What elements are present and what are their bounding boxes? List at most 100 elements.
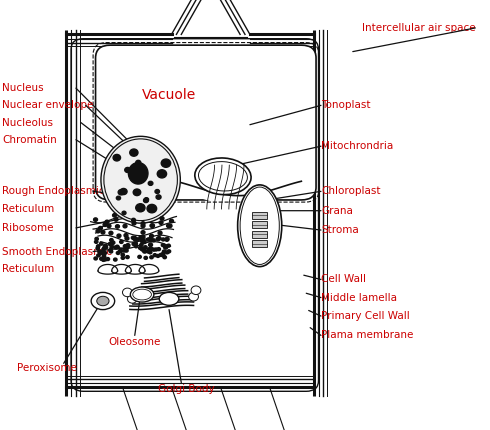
Circle shape <box>105 220 109 224</box>
Circle shape <box>150 224 154 227</box>
Circle shape <box>140 237 143 240</box>
Circle shape <box>140 243 143 246</box>
Circle shape <box>125 247 128 250</box>
Circle shape <box>161 159 171 167</box>
Circle shape <box>98 252 102 255</box>
Circle shape <box>144 198 148 203</box>
Circle shape <box>132 243 136 246</box>
Circle shape <box>133 189 141 196</box>
Circle shape <box>132 221 136 225</box>
Circle shape <box>139 175 144 179</box>
Circle shape <box>156 195 161 199</box>
Text: Reticulum: Reticulum <box>2 264 55 274</box>
Circle shape <box>116 196 121 200</box>
Circle shape <box>153 254 157 257</box>
Circle shape <box>96 230 100 233</box>
Circle shape <box>149 234 153 238</box>
Ellipse shape <box>159 292 179 305</box>
Circle shape <box>147 204 157 213</box>
Circle shape <box>99 242 103 245</box>
Circle shape <box>123 245 127 248</box>
Circle shape <box>150 256 153 259</box>
Circle shape <box>114 218 118 221</box>
Circle shape <box>141 222 145 225</box>
Circle shape <box>167 250 171 253</box>
Circle shape <box>144 250 147 253</box>
Circle shape <box>122 249 126 252</box>
Text: Reticulum: Reticulum <box>2 203 55 214</box>
Ellipse shape <box>195 158 251 195</box>
Ellipse shape <box>91 292 115 310</box>
Circle shape <box>141 239 145 243</box>
Text: Smooth Endoplasmic: Smooth Endoplasmic <box>2 246 112 257</box>
Circle shape <box>156 255 160 258</box>
Circle shape <box>189 292 198 301</box>
Circle shape <box>136 238 140 241</box>
Circle shape <box>139 246 142 249</box>
Circle shape <box>141 230 145 234</box>
Circle shape <box>155 190 160 194</box>
Circle shape <box>150 247 153 250</box>
Text: Chloroplast: Chloroplast <box>321 186 380 197</box>
Circle shape <box>149 238 153 242</box>
Circle shape <box>147 238 150 241</box>
Circle shape <box>127 295 137 303</box>
Circle shape <box>139 172 144 176</box>
Circle shape <box>110 246 113 249</box>
Circle shape <box>111 241 115 244</box>
Text: Tonoplast: Tonoplast <box>321 100 370 111</box>
Circle shape <box>141 235 145 239</box>
Circle shape <box>167 244 171 247</box>
Text: Golgi Body: Golgi Body <box>158 384 215 394</box>
Circle shape <box>126 255 129 258</box>
Circle shape <box>125 244 128 247</box>
Circle shape <box>97 245 100 248</box>
Circle shape <box>161 252 165 255</box>
Circle shape <box>168 224 172 227</box>
Circle shape <box>147 250 150 253</box>
Text: Primary Cell Wall: Primary Cell Wall <box>321 311 410 321</box>
Circle shape <box>152 248 155 251</box>
Circle shape <box>161 243 165 246</box>
Circle shape <box>107 224 111 227</box>
Circle shape <box>95 237 98 240</box>
Circle shape <box>103 244 107 248</box>
Circle shape <box>121 253 124 256</box>
Circle shape <box>161 254 165 257</box>
Circle shape <box>150 224 154 227</box>
Circle shape <box>109 249 112 252</box>
Circle shape <box>167 224 171 227</box>
Circle shape <box>160 217 164 220</box>
Circle shape <box>148 181 153 185</box>
Circle shape <box>98 250 101 253</box>
Circle shape <box>148 243 152 246</box>
Circle shape <box>96 247 99 250</box>
Circle shape <box>98 227 102 230</box>
Text: Intercellular air space: Intercellular air space <box>362 23 475 33</box>
Circle shape <box>125 237 129 240</box>
Circle shape <box>94 218 98 221</box>
Circle shape <box>136 160 141 165</box>
Bar <box>252 240 267 247</box>
Circle shape <box>114 246 118 249</box>
Circle shape <box>113 214 117 217</box>
Text: Mitochrondria: Mitochrondria <box>321 141 393 151</box>
Circle shape <box>162 238 165 241</box>
Circle shape <box>103 223 107 227</box>
Circle shape <box>109 231 113 235</box>
Circle shape <box>162 250 166 253</box>
Circle shape <box>158 231 162 235</box>
Circle shape <box>109 250 113 253</box>
Circle shape <box>165 238 169 241</box>
Circle shape <box>166 251 169 254</box>
Circle shape <box>110 239 113 242</box>
Text: Nuclear envelope: Nuclear envelope <box>2 100 94 111</box>
Circle shape <box>103 252 107 255</box>
Circle shape <box>147 248 151 251</box>
Circle shape <box>157 170 167 178</box>
Circle shape <box>126 244 130 247</box>
Circle shape <box>123 224 127 228</box>
Circle shape <box>124 233 128 237</box>
Circle shape <box>148 251 152 254</box>
Circle shape <box>122 288 132 297</box>
